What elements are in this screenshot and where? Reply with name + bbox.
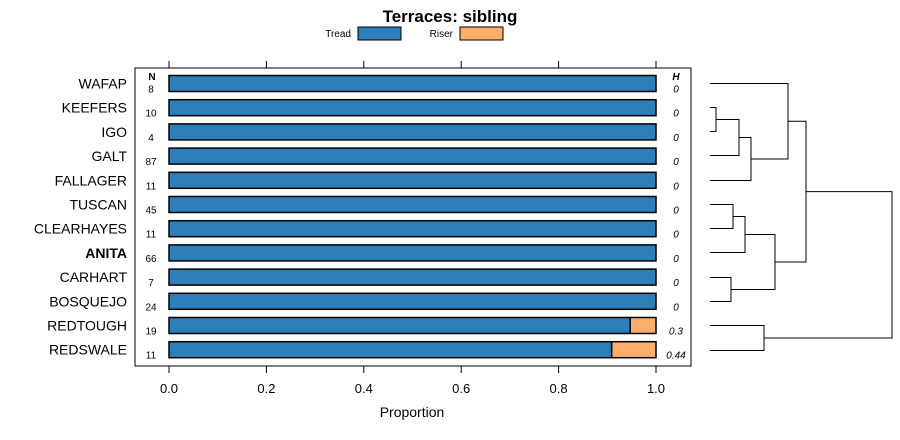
bar-outline-redswale — [168, 340, 657, 359]
bar-rows: WAFAP 8 0 KEEFERS 10 0 IGO 4 0 GALT 87 0 FALLAGER 11 0… — [34, 74, 686, 362]
category-label-bosquejo: BOSQUEJO — [49, 293, 127, 309]
category-label-tuscan: TUSCAN — [69, 197, 127, 213]
legend-label-tread: Tread — [325, 29, 351, 40]
chart-title: Terraces: sibling — [383, 7, 518, 26]
bar-outline-anita — [168, 244, 657, 262]
legend-label-riser: Riser — [430, 29, 454, 40]
x-tick-label: 1.0 — [647, 381, 665, 396]
bar-tread-clearhayes — [169, 220, 656, 237]
axis-ticks: 0.0 0.2 0.4 0.6 0.8 1.0 — [160, 61, 665, 396]
bar-tread-bosquejo — [169, 293, 656, 310]
h-value-tuscan: 0 — [673, 206, 679, 217]
bar-tread-carhart — [169, 269, 656, 286]
n-value-igo: 4 — [148, 133, 154, 144]
h-value-wafap: 0 — [673, 85, 679, 96]
category-label-anita: ANITA — [85, 245, 127, 261]
bar-outline-igo — [168, 123, 657, 141]
h-value-redswale: 0.44 — [666, 351, 686, 362]
dendrogram-link-galt — [710, 119, 740, 156]
category-label-keefers: KEEFERS — [62, 100, 127, 116]
n-value-clearhayes: 11 — [146, 230, 157, 241]
n-value-galt: 87 — [145, 157, 157, 168]
bar-riser-redtough — [630, 317, 656, 334]
x-tick-label: 0.6 — [452, 381, 470, 396]
dendrogram — [710, 83, 893, 351]
bar-outline-tuscan — [168, 195, 657, 214]
h-value-clearhayes: 0 — [673, 230, 679, 241]
bar-outline-clearhayes — [168, 219, 657, 238]
bar-outline-fallager — [168, 171, 657, 190]
bar-tread-anita — [169, 244, 656, 261]
bar-tread-igo — [169, 123, 656, 140]
x-tick-label: 0.4 — [355, 381, 373, 396]
h-value-igo: 0 — [673, 133, 679, 144]
n-value-wafap: 8 — [148, 85, 154, 96]
n-value-tuscan: 45 — [145, 206, 157, 217]
h-value-bosquejo: 0 — [673, 302, 679, 313]
dendrogram-link-wafap — [710, 83, 789, 160]
n-value-anita: 66 — [145, 254, 157, 265]
bar-outline-keefers — [168, 98, 657, 117]
h-value-anita: 0 — [673, 254, 679, 265]
h-value-redtough: 0.3 — [669, 327, 683, 338]
n-value-fallager: 11 — [146, 181, 157, 192]
n-value-keefers: 10 — [145, 109, 157, 120]
bar-tread-wafap — [169, 75, 656, 92]
dendrogram-link-anita — [710, 216, 746, 253]
dendrogram-link-keefers-igo — [710, 107, 717, 132]
h-value-galt: 0 — [673, 157, 679, 168]
bar-outline-carhart — [168, 268, 657, 286]
dendrogram-link-root — [764, 191, 893, 339]
dendrogram-link-mid-cluster — [731, 234, 776, 290]
category-label-wafap: WAFAP — [79, 76, 128, 92]
bar-tread-redswale — [169, 341, 612, 358]
bar-tread-redtough — [169, 317, 631, 334]
n-value-bosquejo: 24 — [145, 302, 157, 313]
dendrogram-link-upper-mid — [775, 120, 807, 263]
bar-tread-galt — [169, 148, 656, 165]
x-axis-label: Proportion — [380, 404, 445, 420]
x-tick-label: 0.8 — [550, 381, 568, 396]
x-tick-label: 0.2 — [257, 381, 275, 396]
h-value-fallager: 0 — [673, 181, 679, 192]
bar-riser-redswale — [611, 341, 656, 358]
bar-tread-tuscan — [169, 196, 656, 213]
category-label-redswale: REDSWALE — [49, 342, 127, 358]
legend-swatch-tread — [357, 26, 402, 41]
bar-tread-keefers — [169, 99, 656, 116]
bar-outline-bosquejo — [168, 292, 657, 311]
n-value-redswale: 11 — [146, 351, 157, 362]
h-column-header: H — [672, 72, 680, 83]
category-label-igo: IGO — [101, 124, 127, 140]
dendrogram-link-tuscan-clearhayes — [710, 204, 734, 229]
category-label-carhart: CARHART — [60, 269, 128, 285]
category-label-clearhayes: CLEARHAYES — [34, 221, 127, 237]
dendrogram-link-fallager — [710, 137, 752, 181]
dendrogram-link-red — [710, 325, 765, 351]
n-value-redtough: 19 — [145, 327, 157, 338]
bar-outline-wafap — [168, 74, 657, 93]
n-column-header: N — [148, 72, 155, 83]
bar-tread-fallager — [169, 172, 656, 189]
dendrogram-link-carhart-bosquejo — [710, 277, 732, 302]
n-value-carhart: 7 — [148, 278, 154, 289]
bar-outline-redtough — [168, 316, 657, 335]
legend: Tread Riser — [325, 26, 504, 41]
legend-swatch-riser — [459, 26, 504, 41]
h-value-carhart: 0 — [673, 278, 679, 289]
x-tick-label: 0.0 — [160, 381, 178, 396]
h-value-keefers: 0 — [673, 109, 679, 120]
category-label-redtough: REDTOUGH — [47, 318, 127, 334]
plot-frame — [134, 67, 692, 367]
category-label-galt: GALT — [91, 148, 127, 164]
category-label-fallager: FALLAGER — [55, 172, 127, 188]
bar-outline-galt — [168, 147, 657, 165]
